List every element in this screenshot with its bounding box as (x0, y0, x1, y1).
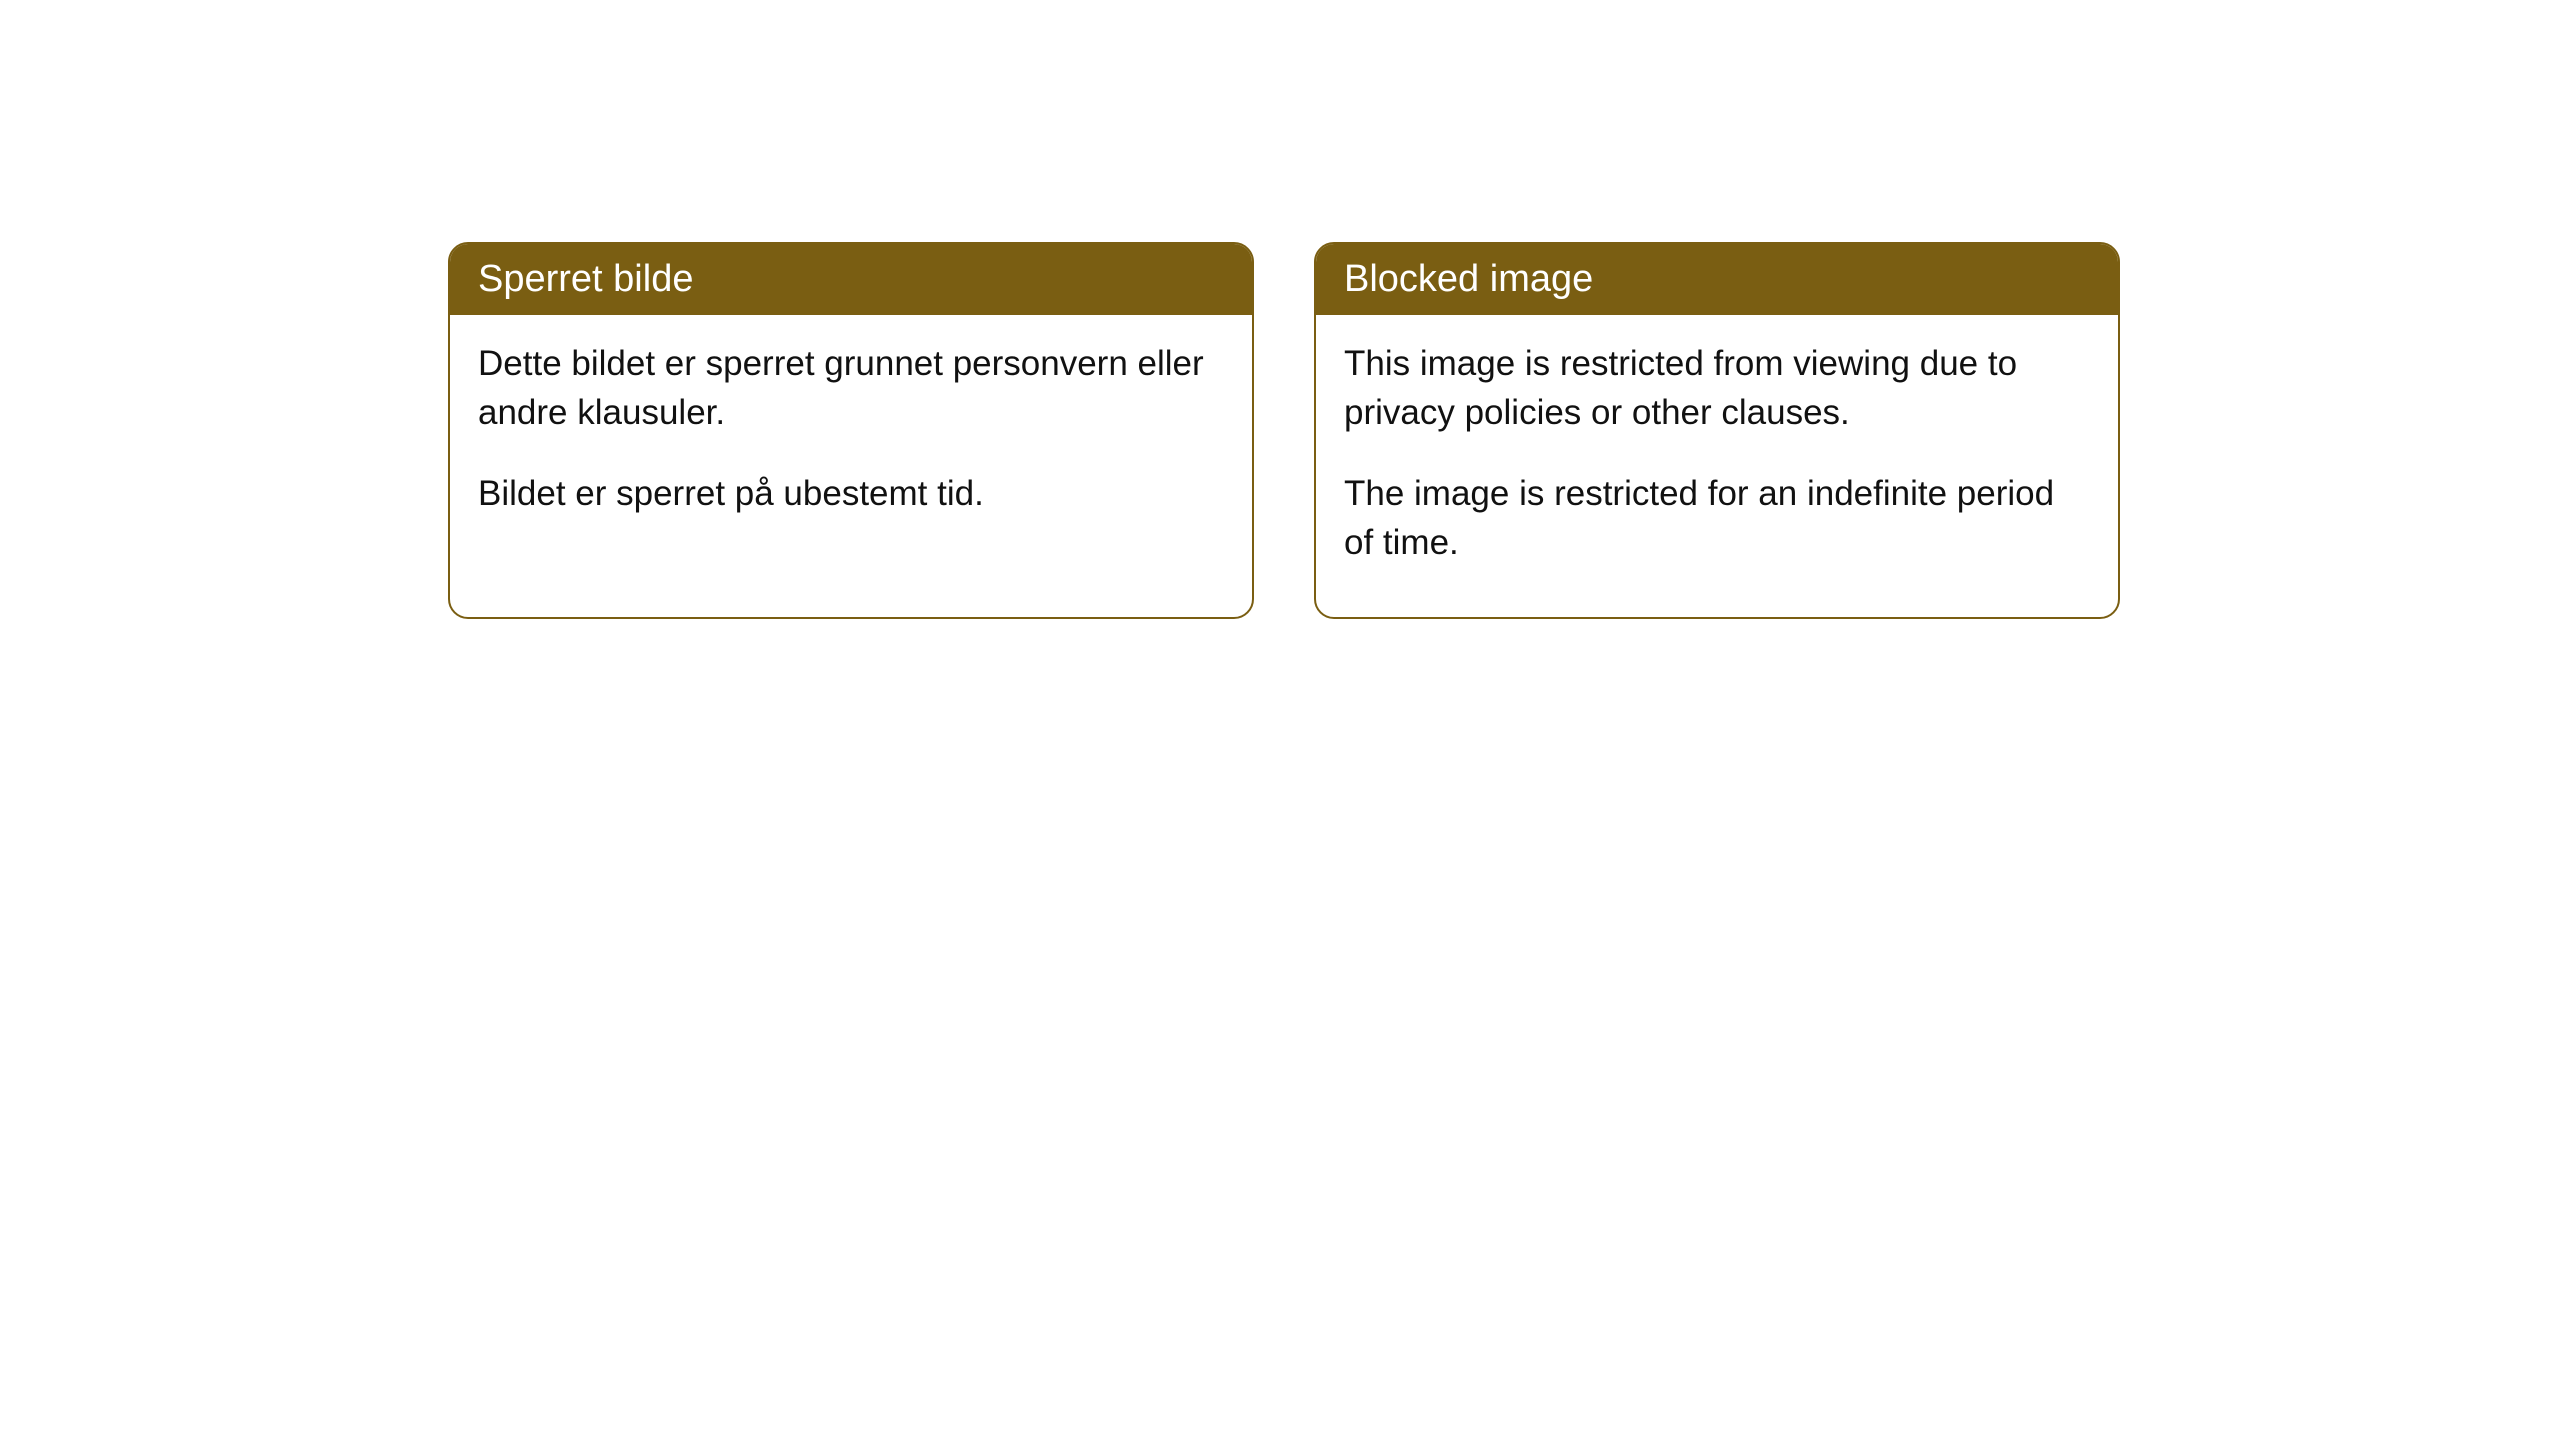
card-title-english: Blocked image (1344, 258, 1593, 300)
blocked-image-card-english: Blocked image This image is restricted f… (1314, 242, 2120, 619)
card-paragraph-1-norwegian: Dette bildet er sperret grunnet personve… (478, 339, 1224, 437)
card-body-norwegian: Dette bildet er sperret grunnet personve… (450, 315, 1252, 568)
blocked-image-card-norwegian: Sperret bilde Dette bildet er sperret gr… (448, 242, 1254, 619)
card-paragraph-1-english: This image is restricted from viewing du… (1344, 339, 2090, 437)
card-header-norwegian: Sperret bilde (450, 244, 1252, 315)
notice-container: Sperret bilde Dette bildet er sperret gr… (448, 242, 2120, 619)
card-paragraph-2-norwegian: Bildet er sperret på ubestemt tid. (478, 469, 1224, 518)
card-body-english: This image is restricted from viewing du… (1316, 315, 2118, 617)
card-paragraph-2-english: The image is restricted for an indefinit… (1344, 469, 2090, 567)
card-header-english: Blocked image (1316, 244, 2118, 315)
card-title-norwegian: Sperret bilde (478, 258, 693, 300)
